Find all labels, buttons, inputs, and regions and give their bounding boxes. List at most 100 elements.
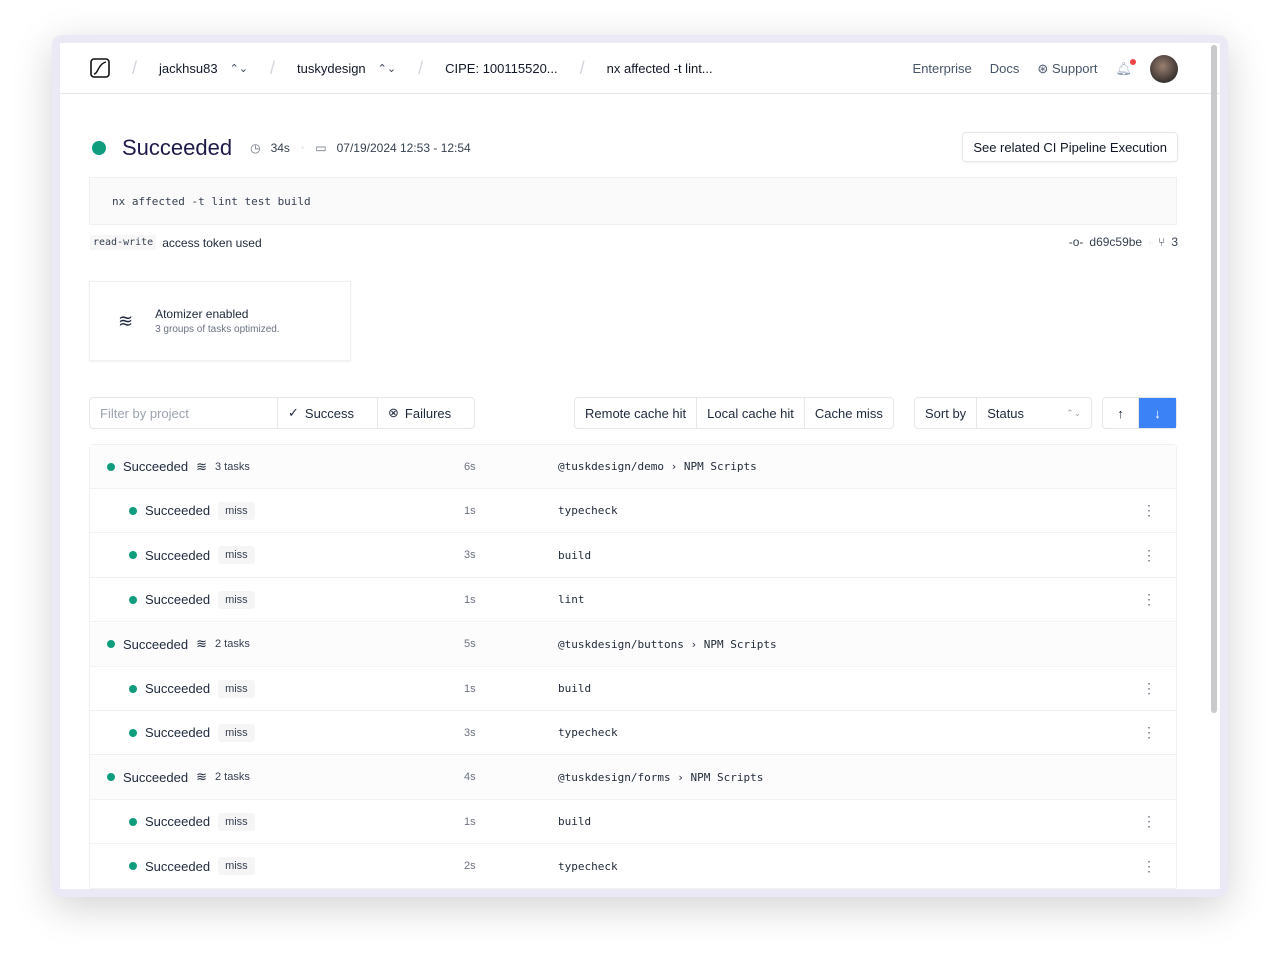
status-cell: Succeeded miss [129,812,255,831]
task-name[interactable]: typecheck [558,859,618,873]
separator: / [418,57,424,78]
filter-cache-miss[interactable]: Cache miss [814,405,883,421]
sort-select[interactable]: Status ⌃⌄ [977,398,1091,428]
atomizer-subtitle: 3 groups of tasks optimized. [155,324,280,335]
duration: 3s [464,726,476,739]
status-cell: Succeeded miss [129,679,255,698]
calendar-icon: ▭ [315,141,327,155]
top-nav: / jackhsu83 ⌃⌄ / tuskydesign ⌃⌄ / CIPE: 10… [60,43,1220,94]
duration: 1s [464,682,476,695]
breadcrumb-label: tuskydesign [297,60,366,76]
filter-failures[interactable]: ⊗ Failures [378,398,474,428]
project-name: @tuskdesign/forms [558,770,671,784]
atomizer-card: ≋ Atomizer enabled 3 groups of tasks opt… [89,281,351,361]
filter-local-cache[interactable]: Local cache hit [697,398,805,428]
more-vertical-icon[interactable]: ⋮ [1142,502,1156,519]
group-row[interactable]: Succeeded ≋ 3 tasks 6s @tuskdesign/demo › … [90,445,1176,489]
project-name: @tuskdesign/buttons [558,637,684,651]
commit-icon: -o- [1068,235,1084,249]
more-vertical-icon[interactable]: ⋮ [1142,724,1156,741]
separator: / [270,57,276,78]
filter-label: Success [304,405,355,421]
chevron-updown-icon: ⌃⌄ [377,62,397,75]
duration: 1s [464,593,476,606]
command-block: nx affected -t lint test build [89,177,1177,225]
breadcrumb-run[interactable]: nx affected -t lint... [607,61,713,76]
app: / jackhsu83 ⌃⌄ / tuskydesign ⌃⌄ / CIPE: 10… [60,43,1220,889]
layers-icon: ≋ [196,636,207,652]
sort-asc-button[interactable]: ↑ [1103,398,1139,428]
status-cell: Succeeded ≋ 2 tasks [107,636,250,652]
project-path[interactable]: @tuskdesign/buttons › NPM Scripts [558,638,777,651]
branch-count: 3 [1171,235,1178,249]
layers-icon: ≋ [196,769,207,785]
token-text: access token used [162,235,262,250]
more-vertical-icon[interactable]: ⋮ [1142,546,1156,563]
chevron-updown-icon: ⌃⌄ [1066,407,1082,418]
token-badge: read-write [90,235,157,250]
related-ci-button[interactable]: See related CI Pipeline Execution [962,132,1178,162]
more-vertical-icon[interactable]: ⋮ [1142,591,1156,608]
breadcrumb-cipe[interactable]: CIPE: 100115520... [445,61,558,76]
filter-remote-cache[interactable]: Remote cache hit [575,398,698,428]
nav-docs[interactable]: Docs [989,61,1020,76]
task-row[interactable]: Succeeded miss 3s build ⋮ [90,534,1176,578]
filter-success[interactable]: ✓ Success [278,398,378,428]
sort-control: Sort by Status ⌃⌄ [914,397,1093,429]
status-label: Succeeded [145,503,211,519]
more-vertical-icon[interactable]: ⋮ [1142,680,1156,696]
task-name[interactable]: build [558,815,592,829]
layers-icon: ≋ [118,310,134,331]
x-circle-icon: ⊗ [388,405,399,420]
avatar[interactable] [1150,54,1178,83]
atomizer-title: Atomizer enabled [155,307,249,321]
task-row[interactable]: Succeeded miss 1s lint ⋮ [90,578,1176,623]
bell-icon[interactable]: 🔔︎ [1115,58,1136,76]
duration: 4s [464,771,476,784]
group-row[interactable]: Succeeded ≋ 2 tasks 4s @tuskdesign/forms ›… [90,755,1176,800]
task-name[interactable]: typecheck [558,504,618,518]
sort-label: Sort by [915,398,978,428]
breadcrumb-label: CIPE: 100115520... [445,60,558,76]
breadcrumb-workspace[interactable]: tuskydesign ⌃⌄ [297,61,396,76]
status-dot [129,684,137,693]
separator: · [299,139,306,156]
more-vertical-icon[interactable]: ⋮ [1142,813,1156,830]
status-dot [107,640,115,649]
status-cell: Succeeded miss [129,723,255,742]
duration: 34s [270,141,290,155]
status-cell: Succeeded miss [129,546,255,565]
nx-cloud-logo-icon[interactable] [90,58,110,78]
project-path[interactable]: @tuskdesign/forms › NPM Scripts [558,771,763,784]
target-name: NPM Scripts [683,460,757,473]
project-filter-input[interactable]: Filter by project [90,398,278,428]
scrollbar[interactable] [1211,45,1217,713]
status-label: Succeeded [145,858,211,874]
duration: 6s [464,460,476,473]
commit-hash[interactable]: d69c59be [1089,235,1143,249]
task-name[interactable]: build [558,548,592,562]
more-vertical-icon[interactable]: ⋮ [1142,857,1156,874]
chevron-updown-icon: ⌃⌄ [229,62,248,75]
status-cell: Succeeded ≋ 3 tasks [107,459,250,475]
task-row[interactable]: Succeeded miss 1s typecheck ⋮ [90,489,1176,534]
task-row[interactable]: Succeeded miss 3s typecheck ⋮ [90,711,1176,756]
nav-support[interactable]: ⊛ Support [1037,61,1097,77]
chevron-right-icon: › [690,637,698,651]
status-dot [129,595,137,604]
status-cell: Succeeded miss [129,501,255,520]
task-name[interactable]: build [558,682,592,695]
group-row[interactable]: Succeeded ≋ 2 tasks 5s @tuskdesign/buttons… [90,622,1176,667]
nav-right: Enterprise Docs ⊛ Support 🔔︎ [913,43,1178,94]
sort-desc-button[interactable]: ↓ [1139,398,1176,428]
project-path[interactable]: @tuskdesign/demo › NPM Scripts [558,460,757,473]
task-name[interactable]: typecheck [558,726,618,740]
nav-enterprise[interactable]: Enterprise [912,61,972,76]
task-row[interactable]: Succeeded miss 2s typecheck ⋮ [90,845,1176,889]
duration: 5s [464,638,476,651]
status-dot [129,506,137,515]
task-row[interactable]: Succeeded miss 1s build ⋮ [90,667,1176,711]
task-name[interactable]: lint [558,593,585,607]
breadcrumb-org[interactable]: jackhsu83 ⌃⌄ [159,61,248,76]
task-row[interactable]: Succeeded miss 1s build ⋮ [90,800,1176,845]
